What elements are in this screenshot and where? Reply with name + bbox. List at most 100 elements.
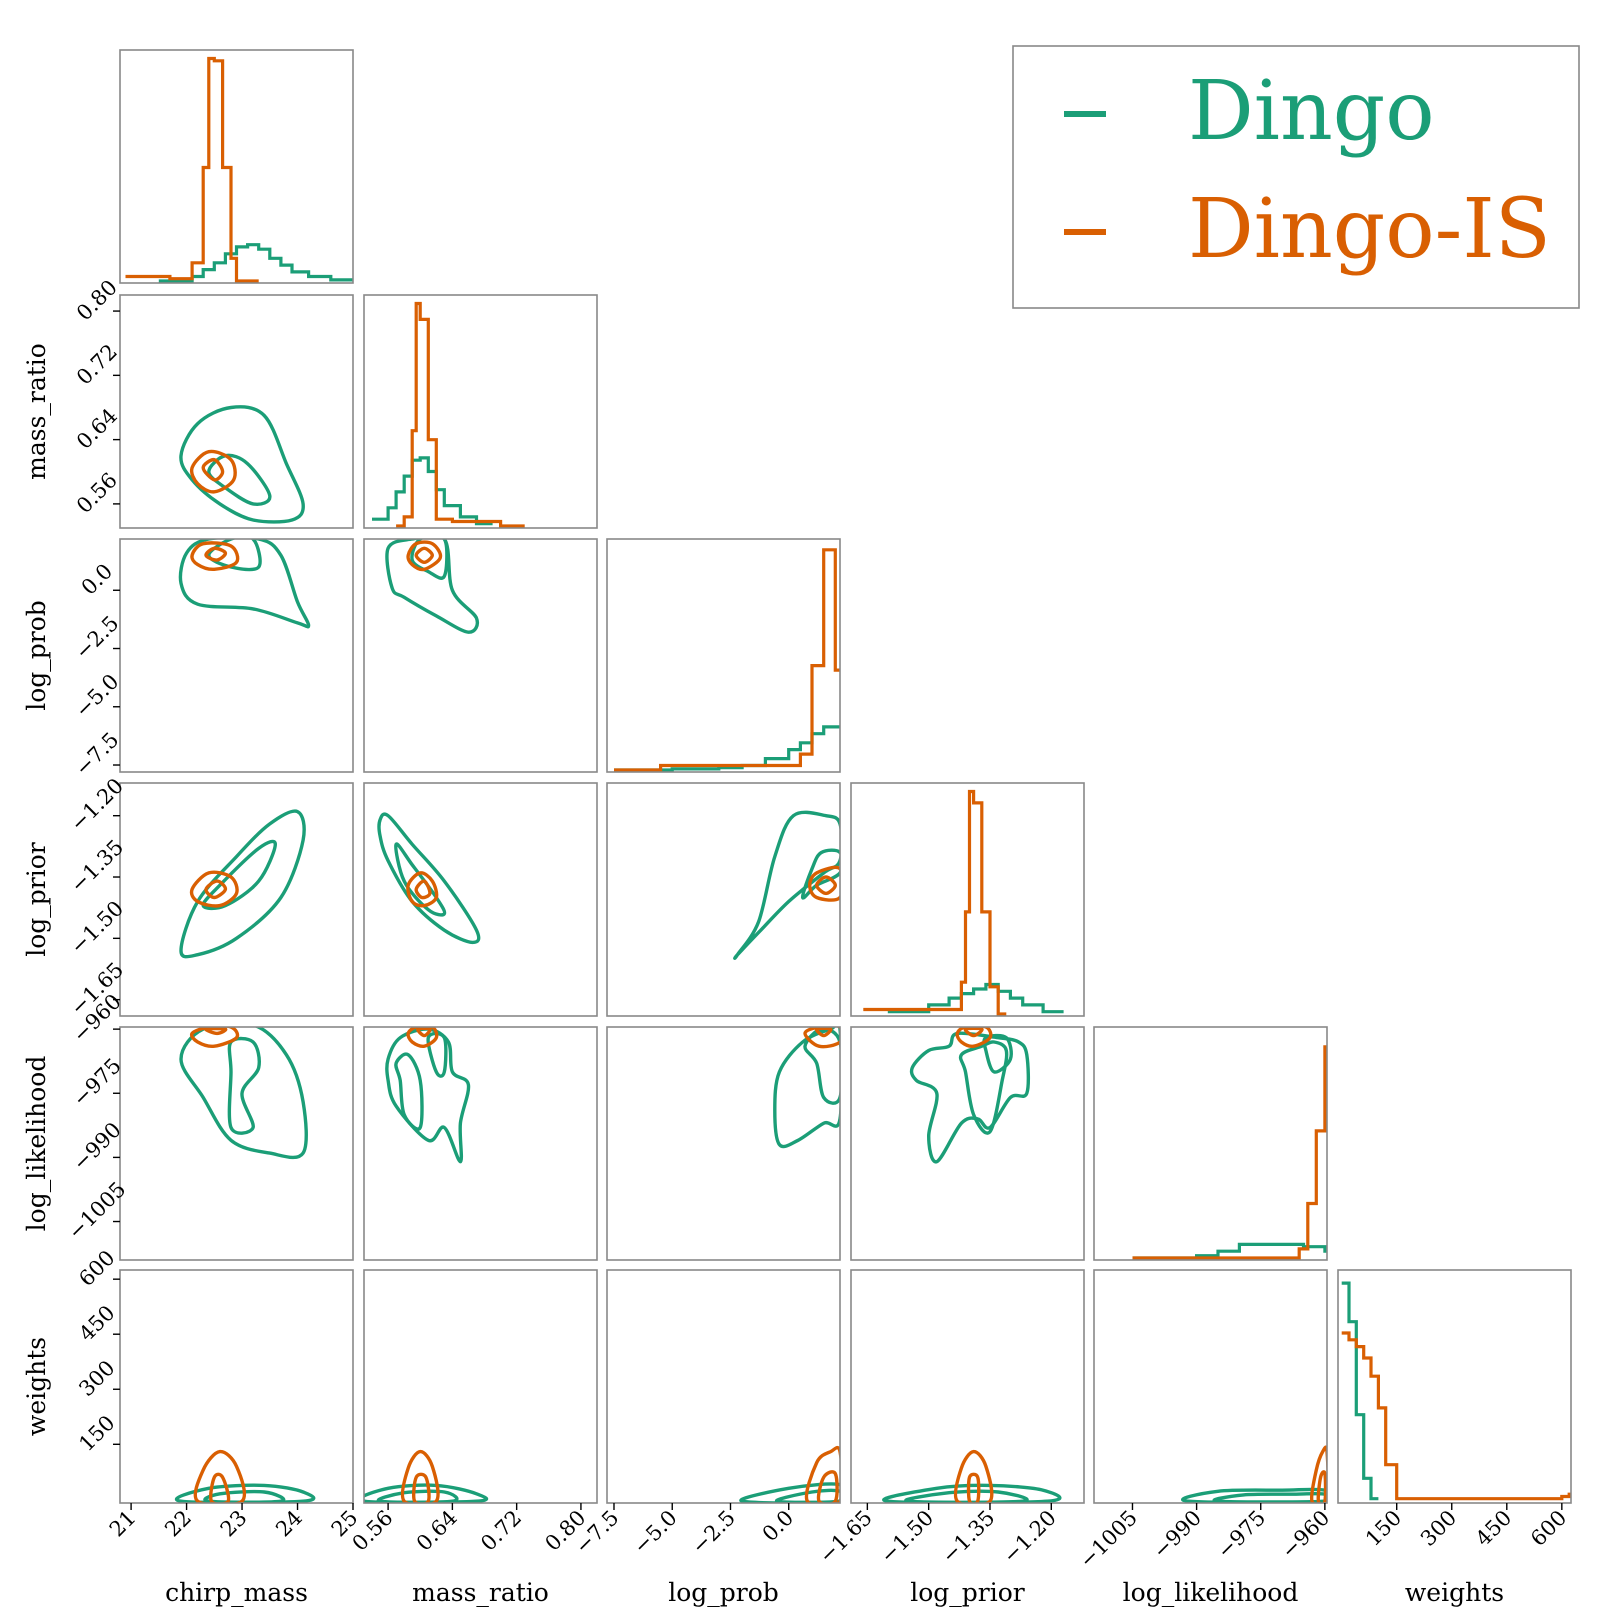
contour-log_prior-log_likelihood-dingo-is-1: [955, 1027, 993, 1049]
panel-content: [385, 539, 480, 634]
contour-mass_ratio-log_prob-dingo-is-1: [406, 540, 443, 572]
panel-frame: [850, 1269, 1085, 1504]
y-axis-label-log_prob: log_prob: [22, 600, 51, 711]
contour-log_prob-weights-dingo-is-2: [816, 1470, 839, 1503]
panel-content: [377, 812, 481, 945]
panel-frame: [363, 1269, 598, 1504]
contour-mass_ratio-log_likelihood-dingo-3: [426, 1031, 448, 1078]
contour-log_likelihood-weights-dingo-is-2: [1316, 1470, 1327, 1503]
panel-frame: [606, 1026, 841, 1261]
contour-log_prob-weights-dingo-2: [775, 1488, 840, 1503]
panel-content: [125, 56, 353, 283]
histogram-log_prob-dingo: [614, 725, 840, 772]
contour-mass_ratio-log_prior-dingo-2: [394, 842, 447, 917]
histogram-mass_ratio-dingo: [372, 456, 493, 526]
panel-frame: [363, 782, 598, 1017]
x-axis-label-log_prob: log_prob: [668, 1578, 779, 1607]
histogram-chirp_mass-dingo: [158, 243, 353, 283]
panel-content: [179, 1027, 308, 1160]
panel-mass_ratio-vs-mass_ratio: [363, 294, 598, 529]
contour-mass_ratio-log_prior-dingo-is-2: [414, 879, 432, 900]
contour-chirp_mass-log_prob-dingo-is-1: [190, 541, 240, 572]
contour-chirp_mass-log_prior-dingo-is-2: [204, 879, 228, 900]
panel-frame: [119, 1269, 354, 1504]
panel-log_prob-vs-mass_ratio: [363, 538, 598, 773]
panel-log_prior-vs-log_prob: [606, 782, 841, 1017]
y-axis-label-log_likelihood: log_likelihood: [22, 1056, 51, 1232]
contour-mass_ratio-log_likelihood-dingo-is-1: [406, 1027, 439, 1049]
contour-log_prob-log_likelihood-dingo-is-2: [814, 1027, 833, 1038]
contour-log_prior-log_likelihood-dingo-3: [982, 1033, 1013, 1074]
histogram-log_prior-dingo: [887, 982, 1064, 1014]
panel-content: [1132, 1045, 1327, 1260]
contour-chirp_mass-log_prior-dingo-is-1: [189, 870, 239, 908]
x-axis-label-log_likelihood: log_likelihood: [1123, 1578, 1299, 1607]
panel-frame: [1337, 1269, 1572, 1504]
panel-log_prior-vs-mass_ratio: [363, 782, 598, 1017]
legend-label-dingo-is: Dingo-IS: [1188, 182, 1551, 277]
y-axis-label-weights: weights: [22, 1337, 51, 1436]
histogram-log_prob-dingo-is: [614, 548, 840, 772]
contour-chirp_mass-log_likelihood-dingo-is-1: [189, 1027, 240, 1049]
legend-frame: [1012, 45, 1580, 309]
contour-log_prior-log_likelihood-dingo-1: [909, 1031, 1031, 1164]
panel-frame: [119, 49, 354, 284]
panel-frame: [606, 782, 841, 1017]
panel-log_likelihood-vs-log_prob: [606, 1026, 841, 1261]
panel-content: [179, 809, 306, 959]
contour-chirp_mass-mass_ratio-dingo-is-2: [201, 457, 225, 482]
histogram-chirp_mass-dingo-is: [125, 56, 259, 283]
x-axis-label-mass_ratio: mass_ratio: [412, 1578, 549, 1607]
legend-label-dingo: Dingo: [1188, 64, 1435, 159]
contour-log_prob-log_prior-dingo-is-2: [815, 875, 837, 896]
panel-log_prior-vs-log_prior: [850, 782, 1085, 1017]
contour-mass_ratio-log_prior-dingo-is-1: [406, 871, 439, 908]
panel-frame: [119, 782, 354, 1017]
panel-frame: [363, 538, 598, 773]
contour-chirp_mass-weights-dingo-is-2: [209, 1472, 231, 1503]
histogram-log_prior-dingo-is: [863, 789, 1007, 1016]
contour-mass_ratio-weights-dingo-is-2: [412, 1472, 431, 1503]
panel-content: [863, 789, 1064, 1016]
panel-frame: [119, 538, 354, 773]
x-axis-label-log_prior: log_prior: [910, 1578, 1025, 1607]
y-axis-label-log_prior: log_prior: [22, 842, 51, 957]
panel-content: [179, 405, 305, 524]
panel-frame: [363, 294, 598, 529]
histogram-log_likelihood-dingo: [1132, 1242, 1327, 1260]
panel-frame: [850, 1026, 1085, 1261]
contour-mass_ratio-log_prob-dingo-2: [410, 539, 449, 580]
contour-mass_ratio-log_prob-dingo-1: [385, 539, 480, 634]
panel-frame: [119, 1026, 354, 1261]
panel-frame: [1093, 1269, 1328, 1504]
histogram-weights-dingo: [1341, 1281, 1379, 1501]
panel-frame: [363, 1026, 598, 1261]
panel-log_likelihood-vs-mass_ratio: [363, 1026, 598, 1261]
panel-frame: [119, 294, 354, 529]
panel-frame: [606, 538, 841, 773]
contour-chirp_mass-log_likelihood-dingo-2: [227, 1036, 261, 1135]
contour-chirp_mass-log_prior-dingo-1: [179, 809, 306, 959]
contour-mass_ratio-log_prob-dingo-is-2: [414, 546, 434, 564]
contour-mass_ratio-log_likelihood-dingo-2: [394, 1052, 424, 1131]
panel-content: [909, 1027, 1031, 1164]
x-axis-label-chirp_mass: chirp_mass: [165, 1578, 308, 1607]
legend: Dingo Dingo-IS: [1012, 45, 1580, 309]
panel-content: [385, 1027, 471, 1164]
panel-content: [614, 548, 840, 772]
contour-log_prob-log_prior-dingo-is-1: [808, 865, 840, 902]
panel-log_prob-vs-log_prob: [606, 538, 841, 773]
contour-chirp_mass-mass_ratio-dingo-is-1: [189, 449, 237, 494]
panel-frame: [850, 782, 1085, 1017]
contour-log_prob-log_prior-dingo-1: [733, 810, 840, 960]
panel-log_likelihood-vs-log_prior: [850, 1026, 1085, 1261]
contour-chirp_mass-log_likelihood-dingo-1: [179, 1027, 308, 1160]
panel-content: [733, 810, 840, 960]
histogram-mass_ratio-dingo-is: [396, 301, 525, 528]
contour-chirp_mass-log_likelihood-dingo-is-2: [204, 1027, 228, 1036]
histogram-weights-dingo-is: [1341, 1331, 1571, 1501]
panel-content: [178, 539, 311, 629]
contour-log_prior-weights-dingo-is-2: [966, 1472, 981, 1503]
